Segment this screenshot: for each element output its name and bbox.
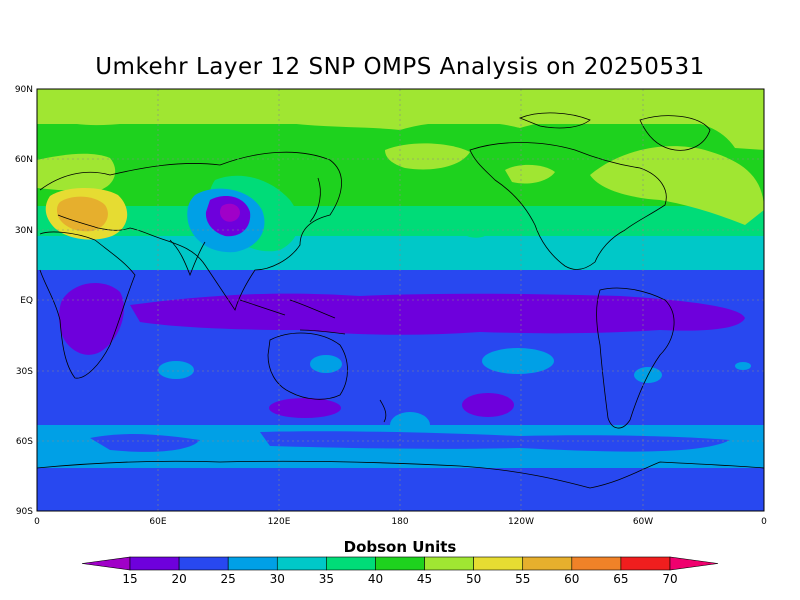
plot-frame — [36, 88, 765, 512]
colorbar-swatch — [620, 556, 671, 571]
y-tick-label: 60S — [16, 437, 33, 447]
colorbar-title: Dobson Units — [344, 538, 457, 556]
x-tick-label: 0 — [761, 517, 767, 527]
africa-low — [59, 282, 124, 355]
colorbar-tick-label: 15 — [122, 572, 137, 586]
x-tick-label: 60W — [633, 517, 653, 527]
x-tick-label: 120W — [508, 517, 534, 527]
colorbar-swatch — [375, 556, 425, 571]
colorbar-tick-label: 45 — [417, 572, 432, 586]
s-blob-5 — [735, 362, 751, 370]
colorbar-tick-label: 35 — [319, 572, 334, 586]
colorbar-swatch — [571, 556, 622, 571]
s-ring-cyan-e — [732, 428, 764, 464]
y-tick-label: EQ — [20, 296, 33, 306]
s-blob-6 — [390, 412, 430, 438]
s-ring-blue-1 — [90, 434, 200, 452]
y-tick-label: 90S — [16, 507, 33, 517]
y-tick-label: 90N — [15, 85, 33, 95]
band-subtropic-north — [37, 206, 764, 236]
colorbar-swatch — [424, 556, 474, 571]
colorbar-swatch — [276, 556, 327, 571]
band-tropics — [37, 270, 764, 430]
band-antarctic — [37, 468, 764, 511]
equatorial-low — [130, 293, 745, 335]
tibet-min — [219, 203, 240, 222]
colorbar-tick-label: 20 — [171, 572, 186, 586]
map-title: Umkehr Layer 12 SNP OMPS Analysis on 202… — [95, 54, 705, 80]
s-ring-blue-2 — [260, 431, 730, 452]
x-axis-labels: 0 60E 120E 180 120W 60W 0 — [34, 517, 767, 527]
colorbar-tick-label: 55 — [515, 572, 530, 586]
coastlines — [37, 112, 764, 489]
x-tick-label: 60E — [149, 517, 166, 527]
colorbar-swatch — [129, 556, 180, 571]
siberia-patch — [385, 143, 470, 170]
colorbar-tick-label: 70 — [662, 572, 677, 586]
colorbar-high-arrow — [669, 556, 719, 571]
colorbar-tick-label: 40 — [368, 572, 383, 586]
colorbar: 15 20 25 30 35 40 45 50 55 60 65 70 — [81, 556, 719, 586]
canada-patch — [590, 146, 764, 225]
y-tick-label: 30N — [15, 226, 33, 236]
colorbar-tick-label: 25 — [221, 572, 236, 586]
ozone-field — [37, 89, 764, 511]
s-blob-1 — [158, 361, 194, 379]
y-tick-label: 30S — [16, 367, 33, 377]
colorbar-low-arrow — [81, 556, 131, 571]
arctic-patch — [37, 89, 764, 150]
europe-green — [37, 153, 116, 191]
x-tick-label: 0 — [34, 517, 40, 527]
y-tick-label: 60N — [15, 155, 33, 165]
s-blob-3 — [482, 348, 554, 374]
colorbar-swatch — [178, 556, 229, 571]
colorbar-tick-label: 65 — [613, 572, 628, 586]
colorbar-tick-label: 60 — [564, 572, 579, 586]
grid — [37, 89, 764, 511]
med-high-core — [56, 196, 108, 232]
pacific-patch-n — [505, 164, 555, 184]
s-blob-2 — [310, 355, 342, 373]
y-axis-labels: 90N 60N 30N EQ 30S 60S 90S — [15, 85, 33, 517]
s-low-1 — [269, 398, 341, 418]
colorbar-tick-label: 30 — [270, 572, 285, 586]
s-low-2 — [462, 393, 514, 417]
colorbar-tick-label: 50 — [466, 572, 481, 586]
colorbar-swatch — [227, 556, 278, 571]
x-tick-label: 120E — [268, 517, 291, 527]
na-trough — [455, 208, 492, 238]
x-tick-label: 180 — [391, 517, 408, 527]
colorbar-swatch — [473, 556, 524, 571]
colorbar-swatch — [522, 556, 573, 571]
band-tropic-edge-north — [37, 236, 764, 270]
colorbar-swatch — [326, 556, 376, 571]
